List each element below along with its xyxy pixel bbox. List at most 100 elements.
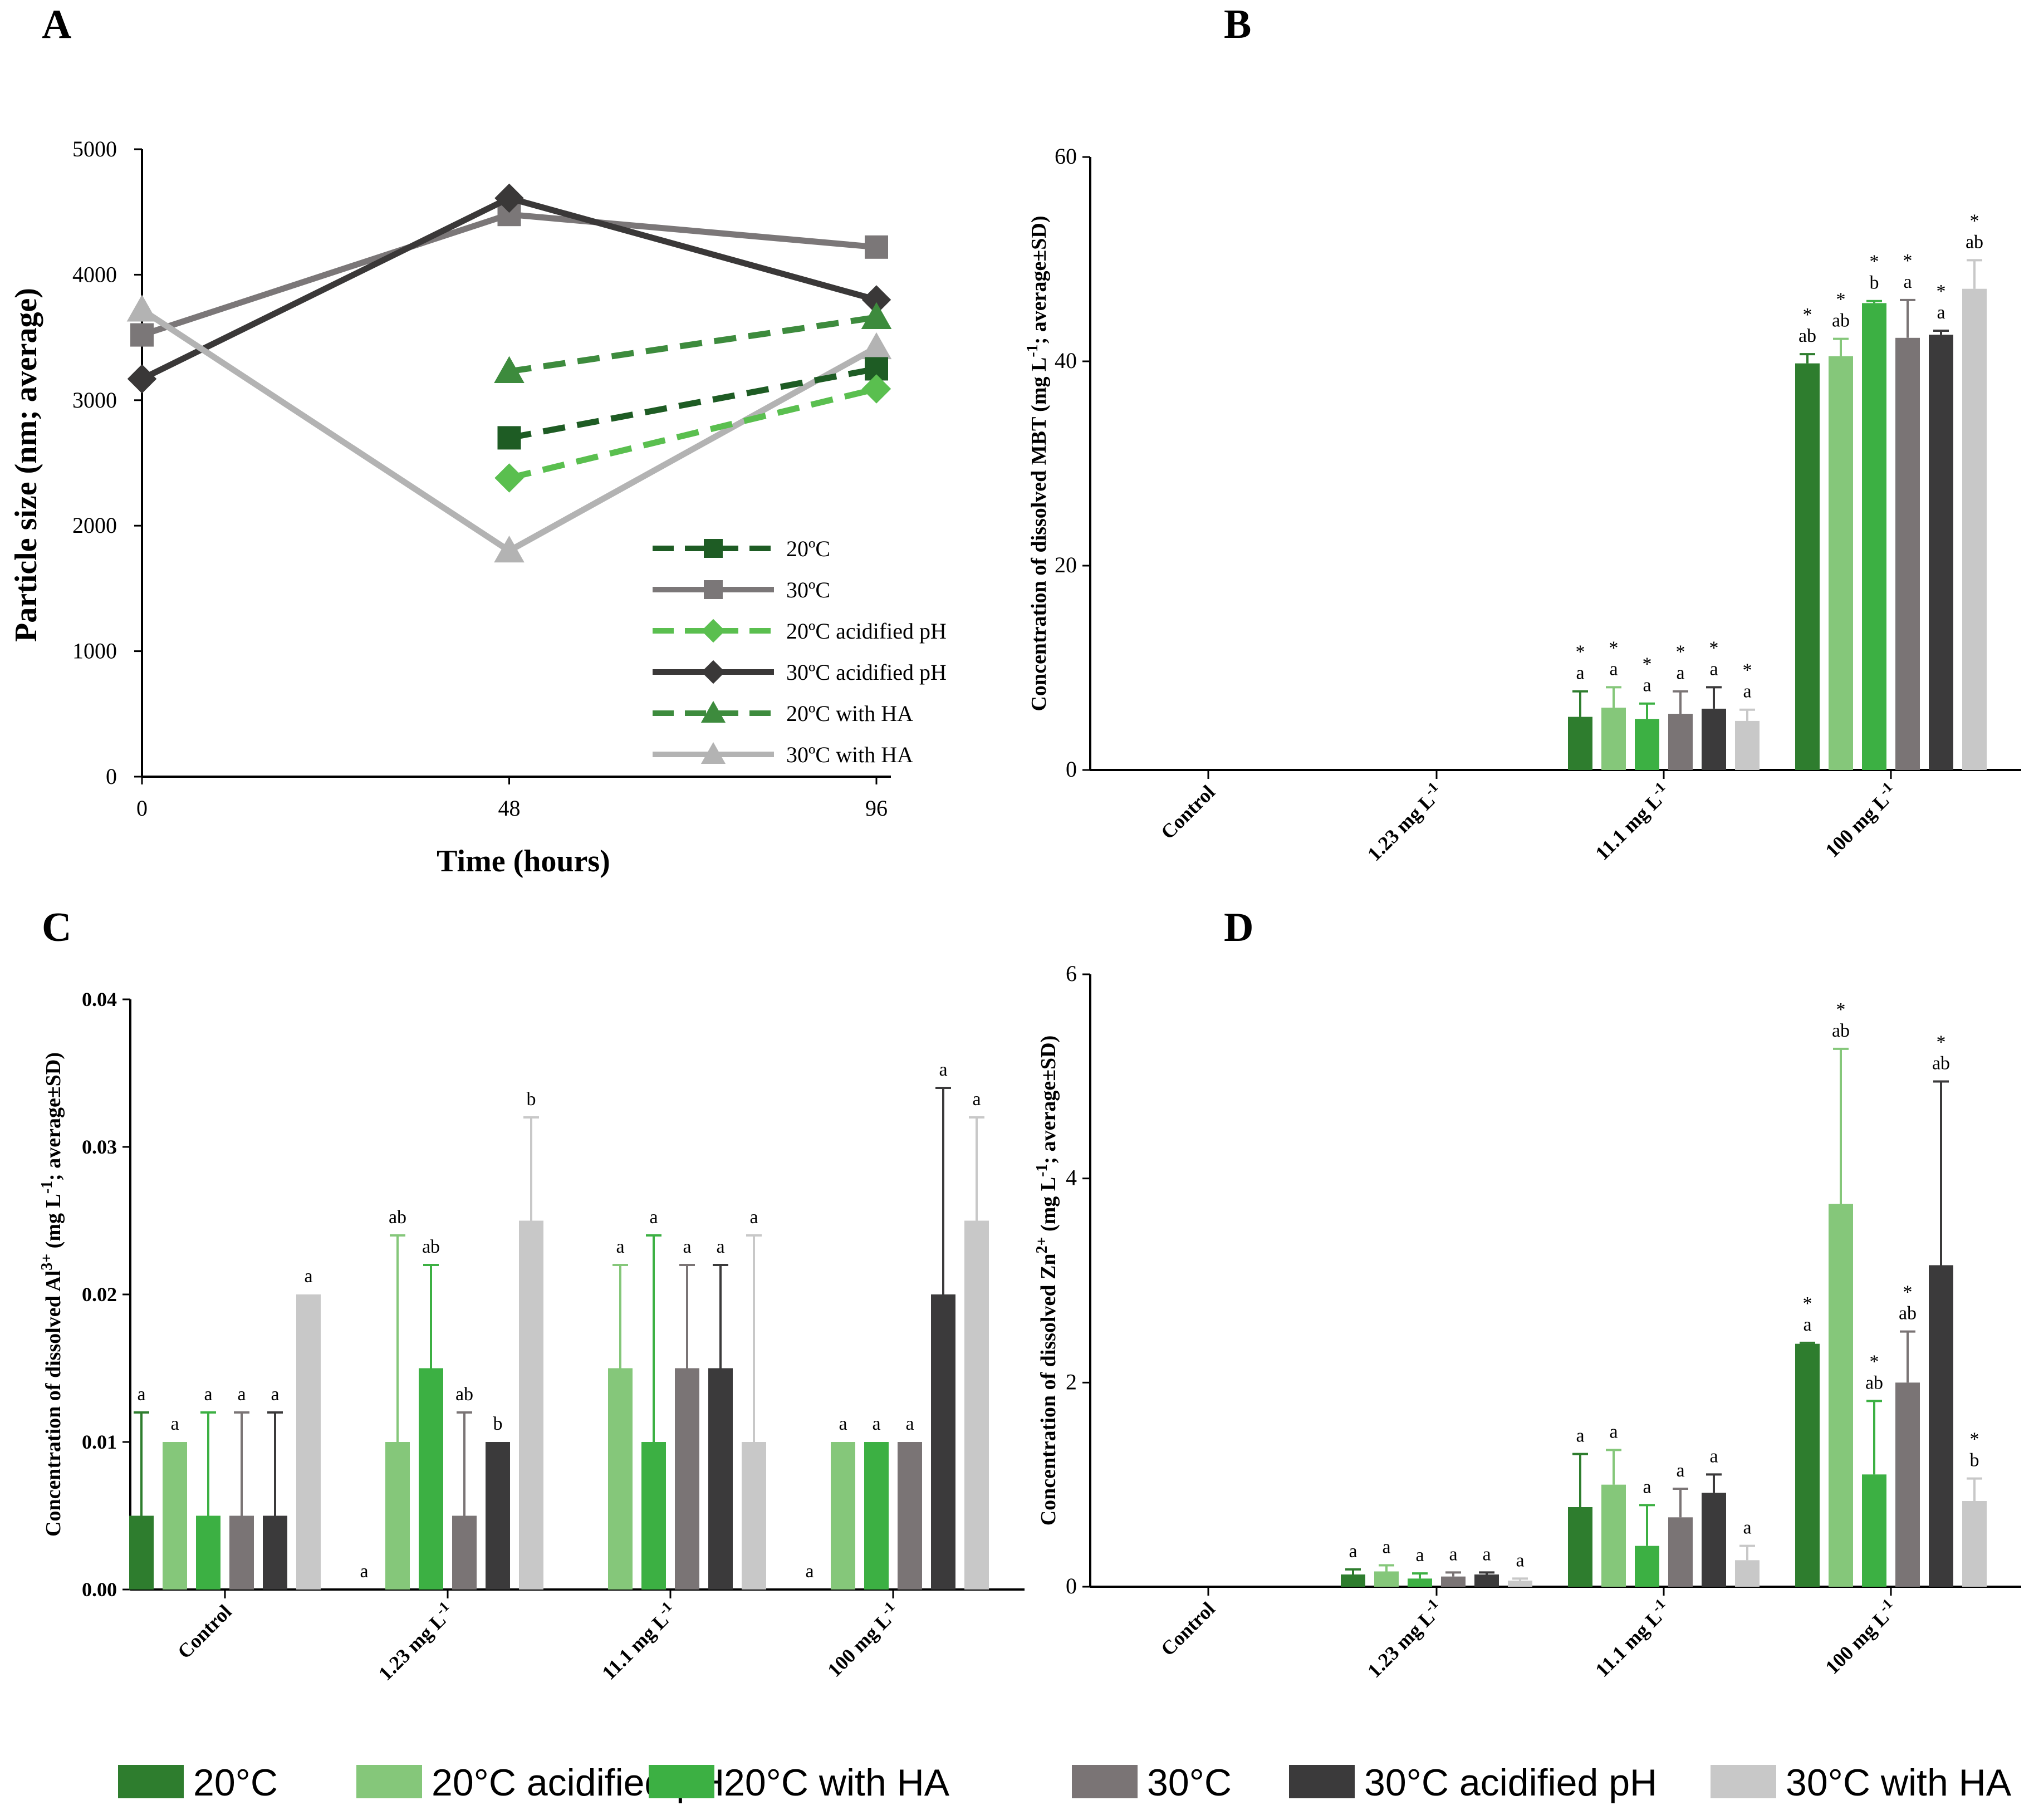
y-tick-label: 4 [1066, 1165, 1077, 1190]
data-point-series-2-0 [494, 463, 524, 493]
bar-g1-s1 [385, 1442, 410, 1590]
legend-marker-2 [701, 619, 726, 643]
x-tick-label-main: 11.1 mg L [597, 1609, 673, 1684]
significance-label: * [1576, 642, 1585, 663]
bar-g3-s5 [1962, 1501, 1987, 1587]
panel-d-bar-chart: 0 2 4 6 Concentration of dissolved Zn2+ (mg … [1033, 961, 2021, 1682]
legend-marker-4 [700, 700, 726, 723]
data-point-series-1-0 [130, 323, 154, 347]
bar-g2-s1 [1601, 1484, 1626, 1587]
significance-label: a [1937, 302, 1945, 323]
bar-g2-s2 [1635, 719, 1659, 770]
bar-g3-s4 [1929, 335, 1953, 770]
bar-g2-s0 [1568, 717, 1592, 770]
legend-swatch-0 [118, 1765, 184, 1798]
x-tick-label: 100 mg L-1 [1819, 1595, 1902, 1678]
y-tick-label: 0 [1066, 1573, 1077, 1598]
bar-g2-s0 [1568, 1507, 1592, 1587]
legend-label-4: 30°C acidified pH [1364, 1762, 1657, 1804]
panel-letter-b: B [1224, 2, 1251, 47]
significance-label: a [1743, 681, 1751, 702]
bar-g1-s4 [1474, 1574, 1499, 1587]
y-axis-title: Particle size (nm; average) [9, 288, 43, 642]
y-axis-title-part: (mg L [1037, 1177, 1060, 1237]
bar-g3-s1 [831, 1442, 855, 1590]
panel-b-bar-chart: 0 20 40 60 Concentration of dissolved MBT (m… [1024, 144, 2021, 865]
significance-label: a [1903, 272, 1912, 292]
bar-g0-s2 [196, 1515, 220, 1590]
significance-label: * [1937, 1032, 1946, 1053]
significance-label: a [649, 1207, 658, 1228]
significance-label: a [1349, 1541, 1357, 1562]
x-tick-label: 48 [498, 796, 521, 821]
data-point-series-5-2 [861, 332, 892, 360]
y-tick-label: 5000 [72, 136, 117, 161]
significance-label: a [1516, 1550, 1524, 1571]
significance-label: a [939, 1059, 947, 1080]
bar-g3-s0 [1795, 363, 1820, 770]
bar-g1-s3 [1441, 1576, 1466, 1587]
significance-label: b [1970, 1450, 1979, 1471]
legend-swatch-2 [649, 1765, 714, 1798]
significance-label: ab [1832, 1021, 1850, 1041]
y-axis-title-part: Concentration of dissolved Zn [1037, 1254, 1060, 1526]
y-axis-title-part: -1 [1024, 344, 1041, 357]
bar-g0-s4 [263, 1515, 287, 1590]
bar-g1-s5 [519, 1220, 543, 1590]
legend-marker-1 [704, 580, 723, 599]
bar-g3-s5 [1962, 288, 1987, 770]
x-tick-label: 100 mg L-1 [1819, 778, 1902, 861]
panel-letter-c: C [42, 905, 71, 950]
legend-swatch-4 [1289, 1765, 1355, 1798]
significance-label: a [872, 1414, 880, 1434]
significance-label: a [237, 1384, 246, 1405]
significance-label: a [1709, 1446, 1718, 1466]
panel-letter-a: A [42, 2, 71, 47]
data-point-series-0-0 [497, 426, 521, 450]
significance-label: b [493, 1414, 503, 1434]
significance-label: a [1449, 1544, 1457, 1564]
bar-g2-s3 [1668, 714, 1693, 770]
panel-a-line-chart: 0 1000 2000 3000 4000 5000 0 48 96 Time (hours) Pa… [9, 136, 947, 879]
data-point-series-2-1 [861, 374, 891, 404]
significance-label: * [1937, 281, 1946, 302]
significance-label: * [1609, 637, 1619, 658]
significance-label: a [1743, 1518, 1751, 1538]
data-point-series-3-2 [861, 285, 891, 315]
x-tick-label: 11.1 mg L-1 [1589, 1595, 1674, 1681]
x-tick-label: 1.23 mg L-1 [1361, 1595, 1448, 1682]
x-tick-label-main: 100 mg L [1821, 789, 1893, 862]
y-tick-label: 0.02 [82, 1283, 117, 1306]
y-axis-title-part: Concentration of dissolved MBT (mg L [1027, 357, 1051, 712]
significance-label: a [271, 1384, 279, 1405]
x-tick-label-main: 11.1 mg L [1591, 1606, 1666, 1681]
significance-label: a [1382, 1537, 1390, 1558]
bar-g1-s1 [1374, 1571, 1399, 1587]
data-point-series-4-0 [494, 356, 525, 383]
significance-label: a [1415, 1545, 1424, 1566]
bar-g2-s4 [708, 1368, 733, 1590]
significance-label: b [527, 1089, 536, 1110]
y-tick-label: 0.03 [82, 1136, 117, 1158]
x-tick-label-main: Control [173, 1600, 236, 1663]
significance-label: a [1576, 663, 1584, 684]
series-line-0 [508, 366, 878, 441]
legend-label-3: 30ºC acidified pH [786, 660, 947, 685]
legend-label-1: 30ºC [786, 577, 830, 602]
significance-label: a [1609, 659, 1618, 679]
significance-label: * [1970, 1429, 1979, 1450]
legend-swatch-3 [1072, 1765, 1138, 1798]
bar-g2-s3 [1668, 1517, 1693, 1587]
y-axis-title-part: ; average±SD) [42, 1052, 65, 1181]
significance-label: a [170, 1414, 179, 1434]
y-axis-title: Concentration of dissolved Zn2+ (mg L-1;… [1033, 1036, 1061, 1526]
y-tick-label: 60 [1055, 144, 1077, 169]
bar-g3-s4 [1929, 1265, 1953, 1587]
legend-label-4: 20ºC with HA [786, 701, 913, 726]
bar-g3-s2 [1862, 1474, 1886, 1587]
significance-label: * [1903, 1282, 1913, 1303]
x-tick-label: Control [1156, 1597, 1219, 1660]
y-axis-title-part: ; average±SD) [1027, 216, 1051, 345]
